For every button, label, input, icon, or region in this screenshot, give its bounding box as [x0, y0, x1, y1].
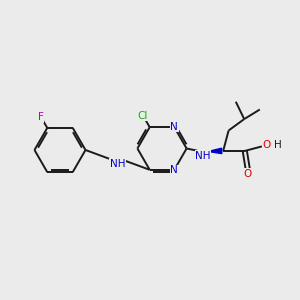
Text: Cl: Cl	[138, 110, 148, 121]
Text: F: F	[38, 112, 44, 122]
Polygon shape	[208, 148, 222, 154]
Text: O: O	[262, 140, 271, 150]
Text: NH: NH	[195, 151, 211, 161]
Text: O: O	[244, 169, 252, 179]
Text: N: N	[170, 122, 178, 132]
Text: NH: NH	[110, 158, 125, 169]
Text: H: H	[274, 140, 282, 150]
Text: N: N	[170, 165, 178, 176]
